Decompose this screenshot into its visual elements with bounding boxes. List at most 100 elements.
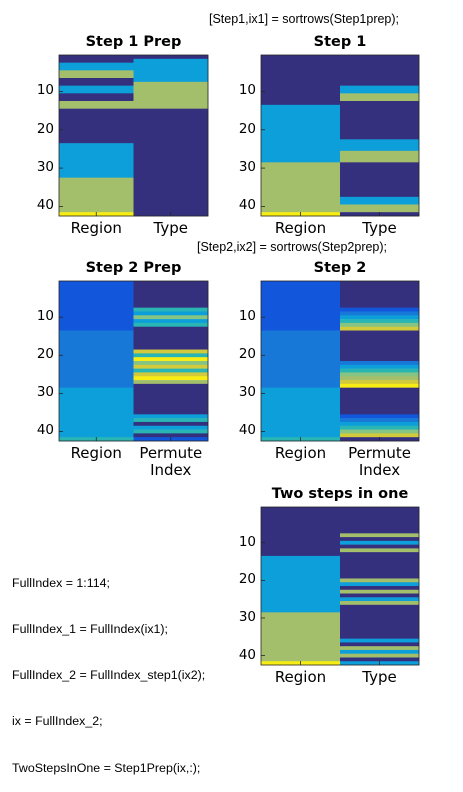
code-line: FullIndex_2 = FullIndex_step1(ix2); [12,668,206,683]
axes-frame [58,54,209,217]
heatmap-cell [340,414,420,419]
heatmap-cell [340,589,420,594]
y-tick-label: 10 [36,308,54,325]
heatmap-cell [59,101,134,109]
x-tick-label: Region [274,668,327,686]
heatmap-cell [133,326,209,350]
heatmap-cell [133,425,209,430]
y-tick-label: 20 [36,346,54,363]
heatmap-cell [340,604,420,639]
heatmap-cell [340,582,420,587]
code-line: ix = FullIndex_2; [12,714,103,729]
code-annotation-step1: [Step1,ix1] = sortrows(Step1prep); [209,12,400,26]
heatmap-cell [340,593,420,598]
heatmap-cell [340,507,420,534]
heatmap-cell [133,418,209,423]
heatmap-cell [340,330,420,362]
heatmap-cell [133,319,209,324]
x-tick-label: Region [70,444,122,462]
x-tick-label: Region [70,219,122,237]
x-tick-label: Type [153,219,188,237]
heatmap-cell [340,552,420,579]
heatmap-cell [133,281,209,308]
heatmap-cell [133,380,209,385]
heatmap-cell [133,368,209,373]
heatmap-cell [340,418,420,423]
heatmap-cell [133,108,209,217]
panel-title: Step 2 [313,260,367,276]
y-tick-label: 30 [36,384,54,401]
heatmap-cell [340,540,420,545]
heatmap-cell [340,212,420,217]
y-tick-label: 10 [238,533,256,550]
heatmap-cell [340,372,420,377]
heatmap-cell [261,104,341,163]
heatmap-cell [59,212,134,217]
heatmap-cell [261,437,341,442]
heatmap-cell [261,612,341,662]
panel-title: Step 1 [313,34,367,50]
heatmap-cell [340,597,420,602]
panel-title: Step 2 Prep [85,260,182,276]
heatmap-cell [340,661,420,666]
x-tick-label: Permute Index [139,444,203,479]
heatmap-cell [340,196,420,205]
heatmap-cell [59,330,134,388]
heatmap-cell [340,387,420,415]
heatmap-cell [133,361,209,366]
heatmap-cell [340,638,420,643]
heatmap-cell [261,212,341,217]
heatmap-cell [340,364,420,369]
heatmap-cell [340,433,420,438]
heatmap-cell [133,315,209,320]
heatmap-cell [133,353,209,358]
heatmap-cell [133,58,209,83]
y-tick-label: 10 [36,82,54,99]
heatmap-cell [340,425,420,430]
heatmap-cell [59,437,134,442]
heatmap-cell [261,162,341,213]
heatmap-cell [340,642,420,647]
heatmap-cell [133,307,209,312]
heatmap-cell [340,162,420,198]
heatmap-cell [133,311,209,316]
heatmap-cell [340,657,420,662]
heatmap-cell [340,649,420,655]
axes-frame [260,280,420,442]
axes-frame [260,506,420,666]
heatmap-cell [340,150,420,163]
y-tick-label: 20 [238,571,256,588]
heatmap-cell [340,326,420,331]
heatmap-cell [59,78,134,86]
heatmap-cell [340,544,420,549]
heatmap-cell [133,383,209,415]
heatmap-cell [59,85,134,94]
x-tick-label: Region [274,444,327,462]
heatmap-cell [340,586,420,591]
heatmap-cell [59,108,134,144]
code-annotation-step2: [Step2,ix2] = sortrows(Step2prep); [197,240,388,254]
heatmap-cell [133,437,209,442]
heatmap-cell [59,62,134,71]
y-tick-label: 20 [238,120,256,137]
panel-title: Two steps in one [271,486,409,502]
y-tick-label: 40 [36,422,54,439]
x-tick-label: Permute Index [348,444,411,479]
heatmap-cell [340,204,420,213]
code-line: FullIndex_1 = FullIndex(ix1); [12,622,168,637]
y-tick-label: 30 [238,608,256,625]
heatmap-cell [340,548,420,553]
heatmap-cell [340,368,420,373]
heatmap-cell [340,361,420,366]
heatmap-cell [340,281,420,308]
heatmap-cell [261,555,341,613]
heatmap-cell [340,383,420,388]
heatmap-cell [340,421,420,427]
heatmap-cell [133,349,209,354]
y-tick-label: 40 [36,197,54,214]
heatmap-cell [59,143,134,178]
heatmap-cell [340,533,420,538]
heatmap-cell [133,372,209,377]
x-tick-label: Type [362,668,397,686]
x-tick-label: Type [362,219,397,237]
